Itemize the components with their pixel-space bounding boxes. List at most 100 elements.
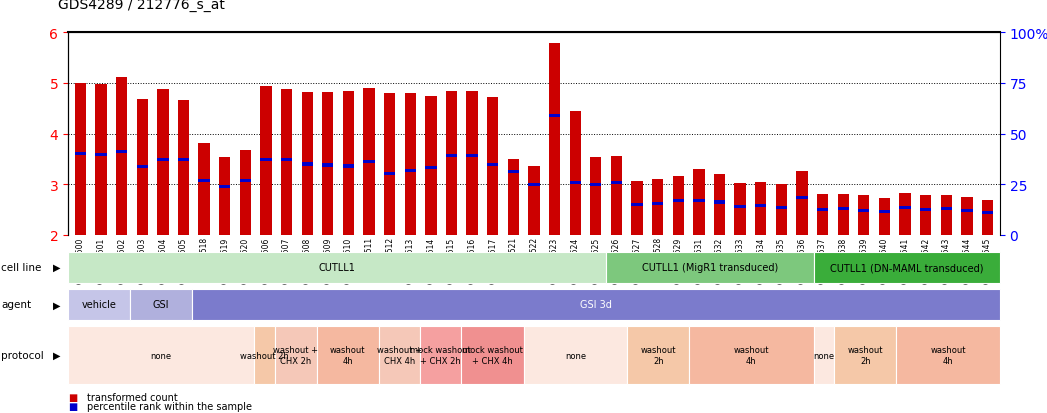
Text: none: none [814,351,834,360]
Bar [940,196,952,235]
Text: washout +
CHX 4h: washout + CHX 4h [377,346,422,365]
Bar [157,159,169,162]
Bar [549,44,560,235]
Bar [529,166,539,235]
Bar [261,87,271,235]
Text: CUTLL1: CUTLL1 [319,262,356,273]
Bar [755,183,766,235]
Bar [384,94,396,235]
Bar [817,195,828,235]
Text: protocol: protocol [1,350,44,360]
Bar [714,175,726,235]
Bar [693,170,705,235]
Text: CUTLL1 (MigR1 transduced): CUTLL1 (MigR1 transduced) [642,262,778,273]
Bar [219,158,230,235]
Bar [549,115,560,118]
Bar [178,100,190,235]
Text: percentile rank within the sample: percentile rank within the sample [87,401,252,411]
Bar [199,143,209,235]
Bar [797,197,807,199]
Bar [631,182,643,235]
Text: transformed count: transformed count [87,392,178,402]
Text: ■: ■ [68,401,77,411]
Bar [425,97,437,235]
Bar [425,166,437,170]
Bar [920,209,932,211]
Bar [322,93,334,235]
Bar [508,171,519,174]
Bar [467,92,477,235]
Text: washout
2h: washout 2h [641,346,676,365]
Bar [570,182,581,185]
Bar [95,154,107,157]
Text: vehicle: vehicle [82,299,116,310]
Bar [982,201,994,235]
Bar [714,201,726,204]
Bar [487,97,498,235]
Text: GSI: GSI [153,299,170,310]
Bar [363,161,375,164]
Bar [920,195,932,235]
Bar [591,183,601,186]
Bar [672,199,684,202]
Text: washout
4h: washout 4h [931,346,966,365]
Bar [859,210,869,213]
Bar [982,211,994,215]
Bar [529,183,539,186]
Text: washout
4h: washout 4h [734,346,770,365]
Text: ▶: ▶ [53,350,61,360]
Text: agent: agent [1,299,31,310]
Bar [157,90,169,235]
Bar [446,154,458,157]
Bar [610,181,622,184]
Text: washout +
CHX 2h: washout + CHX 2h [273,346,318,365]
Bar [322,164,334,167]
Bar [240,180,251,183]
Bar [342,92,354,235]
Bar [776,185,787,235]
Text: washout 2h: washout 2h [241,351,289,360]
Text: ■: ■ [68,392,77,402]
Bar [859,196,869,235]
Bar [961,210,973,213]
Bar [95,85,107,235]
Bar [467,154,477,157]
Bar [363,89,375,235]
Bar [404,94,416,235]
Bar [487,164,498,166]
Bar [652,180,664,235]
Bar [734,206,745,209]
Text: CUTLL1 (DN-MAML transduced): CUTLL1 (DN-MAML transduced) [830,262,983,273]
Bar [838,195,849,235]
Bar [755,204,766,208]
Bar [838,208,849,211]
Bar [899,193,911,235]
Text: cell line: cell line [1,262,42,273]
Bar [899,206,911,209]
Text: GDS4289 / 212776_s_at: GDS4289 / 212776_s_at [58,0,224,12]
Bar [116,78,128,235]
Bar [878,210,890,213]
Text: ▶: ▶ [53,262,61,273]
Bar [74,83,86,235]
Bar [178,159,190,162]
Text: none: none [564,351,586,360]
Bar [734,183,745,235]
Bar [136,100,148,235]
Bar [878,199,890,235]
Bar [940,208,952,211]
Text: washout
2h: washout 2h [847,346,883,365]
Bar [342,165,354,168]
Bar [591,157,601,235]
Bar [610,157,622,235]
Text: mock washout
+ CHX 4h: mock washout + CHX 4h [462,346,524,365]
Text: washout
4h: washout 4h [330,346,365,365]
Bar [672,176,684,235]
Text: GSI 3d: GSI 3d [580,299,612,310]
Bar [384,172,396,175]
Text: ▶: ▶ [53,299,61,310]
Bar [776,206,787,209]
Bar [631,204,643,206]
Bar [136,166,148,169]
Bar [240,151,251,235]
